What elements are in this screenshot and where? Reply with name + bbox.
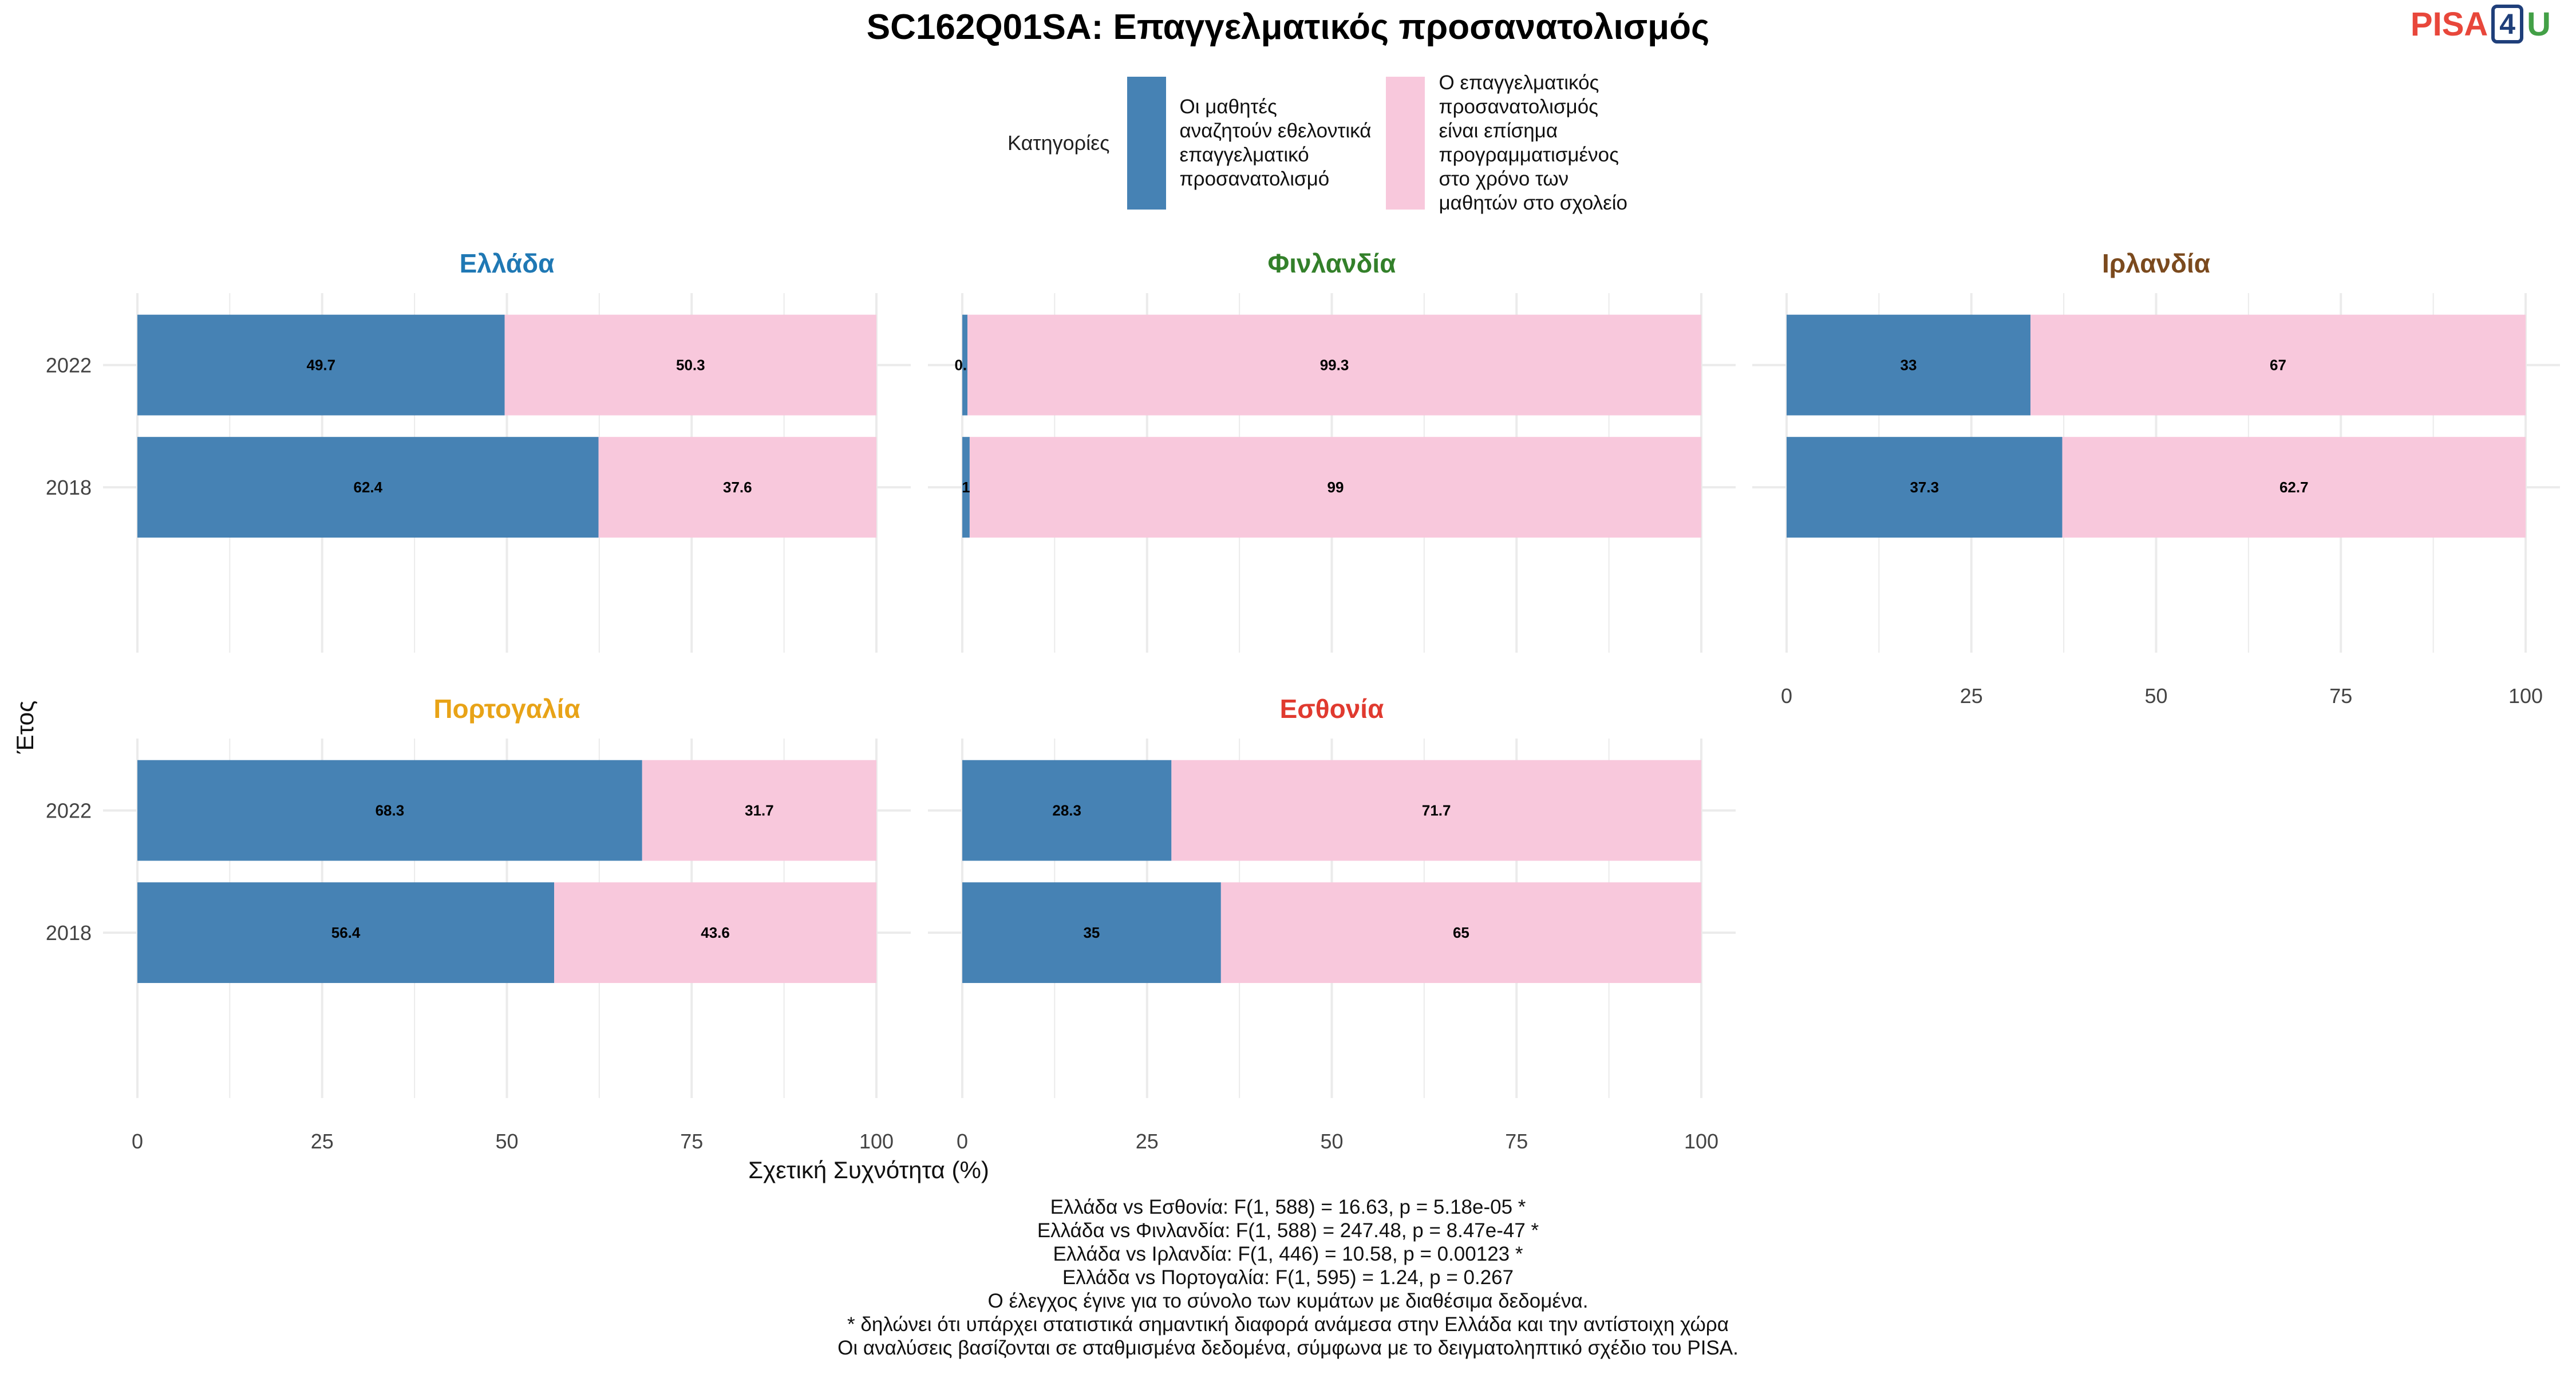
bar-segment-scheduled bbox=[1171, 760, 1701, 861]
x-axis-title: Σχετική Συχνότητα (%) bbox=[748, 1156, 989, 1183]
x-tick-label: 0 bbox=[132, 1130, 143, 1153]
x-tick-label: 100 bbox=[859, 1130, 894, 1153]
bar-segment-voluntary bbox=[137, 437, 599, 538]
logo-u-text: U bbox=[2527, 5, 2551, 43]
bar-segment-voluntary bbox=[962, 760, 1172, 861]
footnote-line: Ελλάδα vs Φινλανδία: F(1, 588) = 247.48,… bbox=[1037, 1219, 1539, 1242]
footnote-line: Οι αναλύσεις βασίζονται σε σταθμισμένα δ… bbox=[837, 1337, 1739, 1359]
legend-key-voluntary bbox=[1127, 77, 1166, 210]
x-tick-label: 25 bbox=[311, 1130, 334, 1153]
bar-segment-scheduled bbox=[2062, 437, 2526, 538]
bar-segment-scheduled bbox=[1220, 882, 1701, 984]
footnote-line: Ελλάδα vs Ιρλανδία: F(1, 446) = 10.58, p… bbox=[1053, 1243, 1523, 1265]
data-label: 1 bbox=[962, 479, 970, 496]
data-label: 62.4 bbox=[353, 479, 382, 496]
legend-item-scheduled: Ο επαγγελματικός προσανατολισμός είναι ε… bbox=[1386, 71, 1627, 215]
bar-segment-scheduled bbox=[554, 882, 876, 984]
legend: Κατηγορίες Οι μαθητές αναζητούν εθελοντι… bbox=[1008, 71, 1642, 215]
bar-segment-voluntary bbox=[137, 882, 555, 984]
panel-title: Ελλάδα bbox=[460, 248, 555, 278]
bar-segment-scheduled bbox=[2030, 314, 2526, 416]
x-tick-label: 50 bbox=[1320, 1130, 1343, 1153]
bar-segment-scheduled bbox=[504, 314, 876, 416]
y-tick-label: 2022 bbox=[46, 354, 92, 377]
x-tick-label: 75 bbox=[2329, 684, 2352, 708]
x-tick-label: 100 bbox=[2508, 684, 2543, 708]
bar-segment-scheduled bbox=[598, 437, 876, 538]
bar-segment-voluntary bbox=[962, 882, 1221, 984]
x-tick-label: 0 bbox=[957, 1130, 968, 1153]
x-tick-label: 25 bbox=[1960, 684, 1983, 708]
data-label: 33 bbox=[1901, 357, 1917, 374]
legend-item-voluntary: Οι μαθητές αναζητούν εθελοντικά επαγγελμ… bbox=[1127, 77, 1372, 210]
footnote-line: * δηλώνει ότι υπάρχει στατιστικά σημαντι… bbox=[847, 1313, 1729, 1336]
legend-label-voluntary: Οι μαθητές αναζητούν εθελοντικά επαγγελμ… bbox=[1179, 96, 1372, 190]
footnote-line: Ελλάδα vs Πορτογαλία: F(1, 595) = 1.24, … bbox=[1062, 1266, 1514, 1289]
data-label: 35 bbox=[1083, 924, 1100, 941]
x-tick-label: 50 bbox=[2144, 684, 2167, 708]
x-tick-label: 0 bbox=[1781, 684, 1792, 708]
data-label: 37.3 bbox=[1910, 479, 1939, 496]
logo-pisa-text: PISA bbox=[2410, 5, 2488, 43]
y-axis-title: Έτος bbox=[11, 700, 38, 754]
x-tick-label: 25 bbox=[1136, 1130, 1159, 1153]
footnote-line: Ελλάδα vs Εσθονία: F(1, 588) = 16.63, p … bbox=[1050, 1196, 1526, 1218]
panel-title: Εσθονία bbox=[1280, 694, 1384, 724]
logo-four-text: 4 bbox=[2491, 5, 2524, 44]
panel-title: Ιρλανδία bbox=[2102, 248, 2210, 278]
y-tick-label: 2018 bbox=[46, 921, 92, 945]
y-tick-label: 2022 bbox=[46, 799, 92, 823]
panel-title: Φινλανδία bbox=[1268, 248, 1396, 278]
data-label: 62.7 bbox=[2279, 479, 2309, 496]
legend-key-scheduled bbox=[1386, 77, 1425, 210]
bar-segment-scheduled bbox=[969, 437, 1701, 538]
data-label: 31.7 bbox=[745, 802, 774, 819]
data-label: 43.6 bbox=[701, 924, 730, 941]
bar-segment-voluntary bbox=[962, 437, 970, 538]
pisa4u-logo: PISA 4 U bbox=[2411, 5, 2551, 44]
data-label: 56.4 bbox=[331, 924, 361, 941]
x-tick-label: 75 bbox=[680, 1130, 703, 1153]
x-tick-label: 100 bbox=[1684, 1130, 1718, 1153]
bar-segment-voluntary bbox=[137, 314, 505, 416]
bar-segment-voluntary bbox=[1787, 314, 2031, 416]
bar-segment-scheduled bbox=[967, 314, 1701, 416]
footnotes: Ελλάδα vs Εσθονία: F(1, 588) = 16.63, p … bbox=[0, 1195, 2576, 1360]
data-label: 28.3 bbox=[1052, 802, 1081, 819]
bar-segment-scheduled bbox=[642, 760, 876, 861]
footnote-line: Ο έλεγχος έγινε για το σύνολο των κυμάτω… bbox=[987, 1290, 1589, 1312]
data-label: 68.3 bbox=[376, 802, 405, 819]
data-label: 99 bbox=[1327, 479, 1344, 496]
bar-segment-voluntary bbox=[137, 760, 642, 861]
data-label: 37.6 bbox=[723, 479, 752, 496]
legend-title: Κατηγορίες bbox=[1008, 131, 1110, 155]
data-label: 99.3 bbox=[1320, 357, 1349, 374]
chart-title: SC162Q01SA: Επαγγελματικός προσανατολισμ… bbox=[866, 7, 1710, 47]
data-label: 50.3 bbox=[676, 357, 705, 374]
x-tick-label: 75 bbox=[1505, 1130, 1528, 1153]
panel-title: Πορτογαλία bbox=[433, 694, 580, 724]
legend-label-scheduled: Ο επαγγελματικός προσανατολισμός είναι ε… bbox=[1439, 72, 1627, 214]
x-tick-label: 50 bbox=[495, 1130, 518, 1153]
data-label: 67 bbox=[2270, 357, 2286, 374]
data-label: 71.7 bbox=[1422, 802, 1451, 819]
y-tick-label: 2018 bbox=[46, 476, 92, 499]
bar-segment-voluntary bbox=[1787, 437, 2063, 538]
data-label: 49.7 bbox=[307, 357, 336, 374]
data-label: 65 bbox=[1453, 924, 1469, 941]
bar-segment-voluntary bbox=[962, 314, 968, 416]
